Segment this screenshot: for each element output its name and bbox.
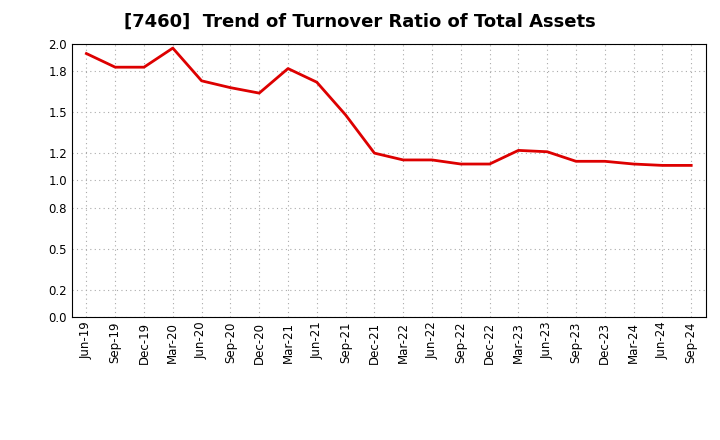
Text: [7460]  Trend of Turnover Ratio of Total Assets: [7460] Trend of Turnover Ratio of Total … <box>124 13 596 31</box>
